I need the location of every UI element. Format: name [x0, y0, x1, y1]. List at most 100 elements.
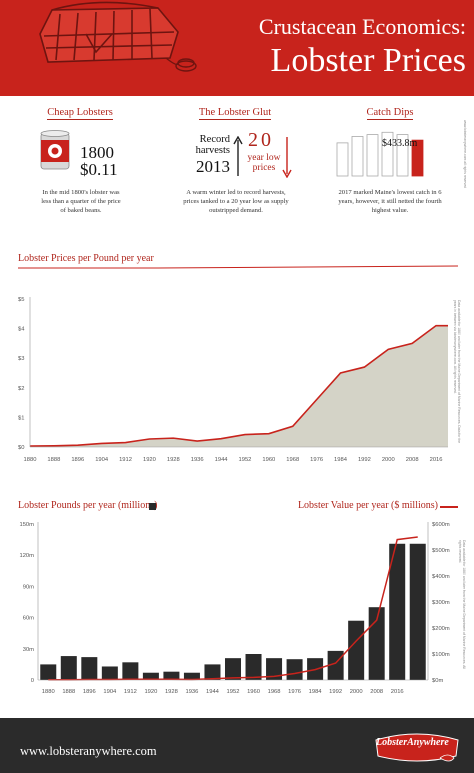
x-tick-label: 1928 [165, 689, 178, 695]
bar-legend-swatch [149, 503, 156, 510]
right-y-tick-label: $200m [432, 626, 450, 632]
x-tick-label: 1952 [227, 689, 240, 695]
fact-catch-caption: 2017 marked Maine's lowest catch in 6 ye… [338, 189, 442, 214]
left-y-tick-label: 30m [23, 647, 34, 653]
x-tick-label: 1960 [247, 689, 260, 695]
chart2-title-right: Lobster Value per year ($ millions) [297, 500, 438, 511]
chart2-title-left: Lobster Pounds per year (millions) [18, 500, 158, 511]
x-tick-label: 1984 [309, 689, 323, 695]
catch-bars [336, 131, 424, 177]
left-y-tick-label: 60m [23, 616, 34, 622]
pounds-value-chart: 0 30m 60m 90m 120m 150m $0m $100m $200m $300m $400… [19, 522, 450, 695]
catch-bar [381, 131, 394, 177]
pounds-bar [142, 672, 159, 680]
header-subtitle: Crustacean Economics: [258, 14, 466, 39]
y-tick-label: $0 [18, 445, 24, 451]
y-tick-label: $1 [18, 415, 24, 421]
footer-logo[interactable]: LobsterAnywhere [376, 737, 449, 748]
x-tick-label: 1976 [310, 457, 323, 463]
chart1-note: Data available for 1880 and later from t… [453, 300, 461, 444]
x-tick-label: 1920 [144, 689, 157, 695]
price-line [29, 324, 448, 447]
left-y-tick-label: 90m [23, 584, 34, 590]
down-arrow-icon [282, 137, 292, 178]
x-tick-label: 1936 [191, 457, 204, 463]
fact-cheap-caption: In the mid 1800's lobster was less than … [41, 189, 121, 214]
pounds-bar [183, 672, 200, 680]
x-tick-label: 1928 [167, 457, 180, 463]
x-tick-label: 1888 [47, 457, 60, 463]
pounds-bar [204, 664, 221, 680]
fact-cheap-year: 1800 [80, 143, 114, 162]
y-tick-label: $4 [18, 327, 25, 333]
x-tick-label: 1968 [268, 689, 281, 695]
fact-cheap-title: Cheap Lobsters [47, 107, 113, 120]
x-tick-label: 1960 [262, 457, 275, 463]
x-tick-label: 1976 [288, 689, 301, 695]
header-title: Lobster Prices [270, 42, 466, 79]
footer-logo-icon [375, 733, 459, 762]
x-tick-label: 1904 [103, 689, 117, 695]
price-chart: $0 $1 $2 $3 $4 $5 1880 1888 1896 1904 1912 1920 1928… [18, 297, 448, 463]
pounds-bar [245, 654, 262, 680]
x-tick-label: 1936 [185, 689, 198, 695]
pounds-bar [81, 657, 98, 680]
pounds-bar [409, 543, 426, 680]
pounds-bar [163, 671, 180, 680]
x-tick-label: 1968 [286, 457, 299, 463]
fact-catch-value: $433.8m [382, 138, 418, 149]
y-tick-label: $3 [18, 356, 24, 362]
left-y-tick-label: 150m [19, 522, 34, 528]
catch-bar [366, 134, 379, 177]
fact-glut-title: The Lobster Glut [198, 107, 272, 120]
pounds-bar [286, 659, 303, 680]
x-tick-label: 1888 [62, 689, 75, 695]
right-y-tick-label: $400m [432, 574, 450, 580]
right-y-tick-label: $100m [432, 652, 450, 658]
x-tick-label: 1912 [124, 689, 137, 695]
header-banner [0, 0, 474, 96]
x-tick-label: 1952 [239, 457, 252, 463]
right-y-tick-label: $500m [432, 548, 450, 554]
pounds-bar [348, 620, 365, 680]
x-tick-label: 2016 [391, 689, 404, 695]
y-tick-label: $2 [18, 386, 24, 392]
footer-url-link[interactable]: www.lobsteranywhere.com [20, 744, 157, 758]
x-tick-label: 2008 [370, 689, 383, 695]
chart1-title-rule [18, 265, 459, 269]
x-tick-label: 1880 [24, 457, 37, 463]
pounds-bar [40, 664, 57, 680]
x-tick-label: 1944 [215, 457, 229, 463]
x-tick-label: 1992 [329, 689, 342, 695]
x-tick-label: 1896 [71, 457, 84, 463]
pounds-bar [389, 543, 406, 680]
fact-glut-caption: A warm winter led to record harvests, pr… [183, 189, 289, 214]
fact-catch-title: Catch Dips [366, 107, 414, 120]
x-tick-label: 2000 [350, 689, 363, 695]
fact-cheap-price: $0.11 [80, 160, 118, 179]
chart1-title: Lobster Prices per Pound per year [18, 253, 154, 264]
pounds-bar [224, 658, 242, 680]
x-tick-label: 1944 [206, 689, 220, 695]
lobster-trap-icon [39, 1, 197, 72]
x-tick-label: 1896 [83, 689, 96, 695]
catch-bar [336, 142, 349, 177]
pounds-bar [368, 607, 385, 680]
fact-glut-number: 20 [248, 129, 274, 151]
x-tick-label: 1880 [42, 689, 55, 695]
fact-glut-year: 2013 [196, 157, 230, 176]
catch-bar [396, 134, 409, 177]
x-tick-label: 1984 [334, 457, 348, 463]
chart2-note: Data available for 1880 and later from t… [458, 540, 466, 669]
value-line [48, 536, 418, 681]
fact-glut-low: year low prices [247, 153, 281, 173]
x-tick-label: 1912 [119, 457, 132, 463]
x-tick-label: 1920 [143, 457, 156, 463]
catch-bar [411, 139, 424, 177]
left-y-tick-label: 0 [31, 678, 34, 684]
price-area [30, 325, 448, 447]
pounds-bar [122, 662, 139, 680]
x-tick-label: 1904 [95, 457, 109, 463]
pounds-bar [101, 666, 118, 680]
line-legend-swatch [440, 506, 458, 508]
